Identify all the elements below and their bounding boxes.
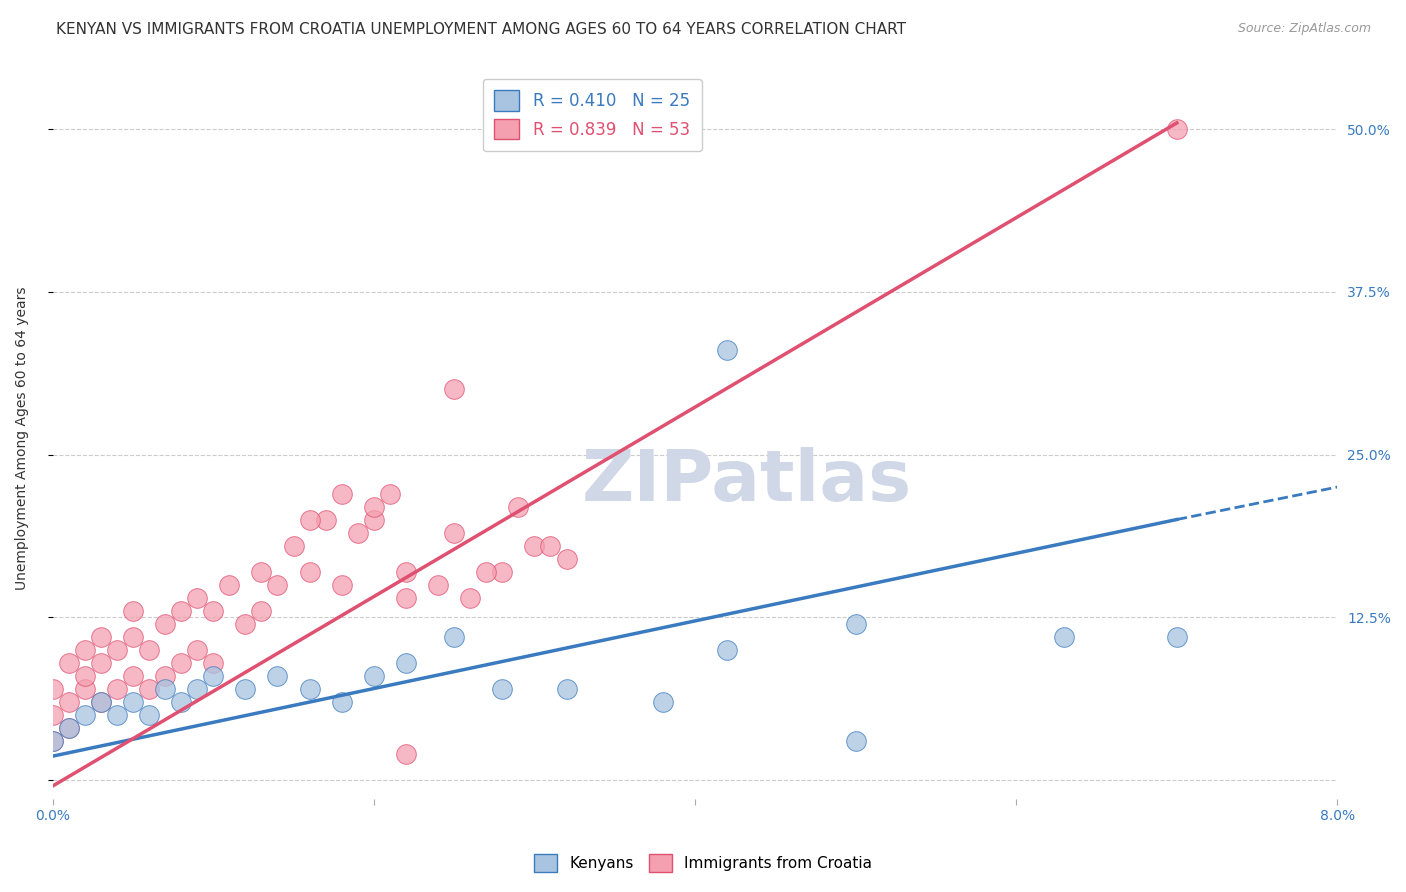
Point	[122, 668, 145, 682]
Point	[73, 668, 96, 682]
Point	[41, 733, 63, 747]
Point	[363, 500, 385, 514]
Point	[186, 681, 208, 696]
Point	[555, 551, 578, 566]
Point	[170, 656, 193, 670]
Point	[105, 642, 128, 657]
Point	[266, 577, 288, 591]
Y-axis label: Unemployment Among Ages 60 to 64 years: Unemployment Among Ages 60 to 64 years	[15, 286, 30, 590]
Point	[58, 694, 80, 708]
Point	[491, 565, 513, 579]
Point	[266, 668, 288, 682]
Point	[395, 747, 418, 761]
Point	[1053, 630, 1076, 644]
Point	[298, 681, 321, 696]
Point	[395, 591, 418, 605]
Point	[122, 603, 145, 617]
Point	[233, 681, 256, 696]
Point	[395, 656, 418, 670]
Legend: R = 0.410   N = 25, R = 0.839   N = 53: R = 0.410 N = 25, R = 0.839 N = 53	[482, 78, 702, 151]
Point	[41, 733, 63, 747]
Point	[202, 668, 225, 682]
Point	[41, 707, 63, 722]
Point	[363, 668, 385, 682]
Point	[716, 343, 738, 358]
Point	[298, 565, 321, 579]
Point	[363, 512, 385, 526]
Point	[90, 694, 112, 708]
Text: Source: ZipAtlas.com: Source: ZipAtlas.com	[1237, 22, 1371, 36]
Point	[540, 539, 562, 553]
Point	[1166, 630, 1188, 644]
Point	[233, 616, 256, 631]
Point	[378, 486, 401, 500]
Point	[202, 656, 225, 670]
Point	[491, 681, 513, 696]
Point	[330, 694, 353, 708]
Point	[250, 565, 273, 579]
Point	[153, 616, 176, 631]
Point	[122, 694, 145, 708]
Point	[90, 630, 112, 644]
Point	[443, 630, 465, 644]
Point	[73, 681, 96, 696]
Point	[153, 668, 176, 682]
Legend: Kenyans, Immigrants from Croatia: Kenyans, Immigrants from Croatia	[526, 846, 880, 880]
Point	[218, 577, 240, 591]
Point	[443, 383, 465, 397]
Point	[186, 642, 208, 657]
Point	[555, 681, 578, 696]
Point	[73, 707, 96, 722]
Point	[90, 694, 112, 708]
Point	[845, 733, 868, 747]
Point	[427, 577, 450, 591]
Point	[58, 721, 80, 735]
Point	[138, 707, 160, 722]
Point	[330, 577, 353, 591]
Point	[250, 603, 273, 617]
Point	[330, 486, 353, 500]
Text: KENYAN VS IMMIGRANTS FROM CROATIA UNEMPLOYMENT AMONG AGES 60 TO 64 YEARS CORRELA: KENYAN VS IMMIGRANTS FROM CROATIA UNEMPL…	[56, 22, 907, 37]
Point	[298, 512, 321, 526]
Point	[138, 681, 160, 696]
Point	[58, 721, 80, 735]
Point	[90, 656, 112, 670]
Point	[443, 525, 465, 540]
Point	[458, 591, 481, 605]
Point	[202, 603, 225, 617]
Point	[138, 642, 160, 657]
Point	[186, 591, 208, 605]
Point	[105, 681, 128, 696]
Point	[845, 616, 868, 631]
Text: ZIPatlas: ZIPatlas	[581, 447, 911, 516]
Point	[395, 565, 418, 579]
Point	[170, 694, 193, 708]
Point	[58, 656, 80, 670]
Point	[508, 500, 530, 514]
Point	[523, 539, 546, 553]
Point	[651, 694, 673, 708]
Point	[153, 681, 176, 696]
Point	[41, 681, 63, 696]
Point	[122, 630, 145, 644]
Point	[475, 565, 498, 579]
Point	[105, 707, 128, 722]
Point	[1166, 122, 1188, 136]
Point	[170, 603, 193, 617]
Point	[346, 525, 368, 540]
Point	[283, 539, 305, 553]
Point	[73, 642, 96, 657]
Point	[315, 512, 337, 526]
Point	[716, 642, 738, 657]
